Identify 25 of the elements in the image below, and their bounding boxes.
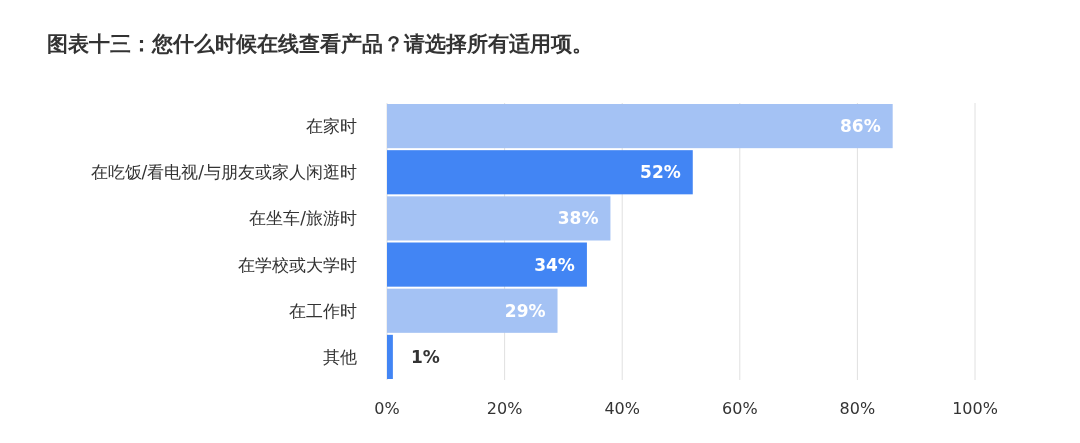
data-label: 52% xyxy=(640,162,681,183)
y-tick-label: 其他 xyxy=(322,345,357,368)
data-label: 34% xyxy=(534,254,575,275)
bar xyxy=(387,104,893,149)
data-label: 1% xyxy=(410,346,440,367)
bar xyxy=(387,150,693,195)
y-tick-label: 在坐车/旅游时 xyxy=(248,207,357,230)
x-tick-label: 0% xyxy=(374,399,400,418)
data-label: 29% xyxy=(504,300,546,321)
x-tick-label: 20% xyxy=(486,399,523,418)
bar xyxy=(387,288,558,333)
y-tick-label: 在学校或大学时 xyxy=(237,253,357,276)
x-tick-label: 80% xyxy=(839,399,876,418)
x-tick-label: 60% xyxy=(722,399,758,418)
x-tick-label: 100% xyxy=(952,399,998,418)
y-tick-label: 在工作时 xyxy=(288,299,357,322)
y-tick-label: 在家时 xyxy=(305,115,357,138)
bar xyxy=(387,196,611,241)
bar xyxy=(387,334,393,379)
bar xyxy=(387,242,587,287)
x-tick-label: 40% xyxy=(604,399,640,418)
y-tick-label: 在吃饭/看电视/与朋友或家人闲逛时 xyxy=(89,161,357,184)
data-label: 86% xyxy=(839,116,881,137)
chart-title: 图表十三：您什么时候在线查看产品？请选择所有适用项。 xyxy=(47,31,593,58)
data-label: 38% xyxy=(557,208,599,229)
